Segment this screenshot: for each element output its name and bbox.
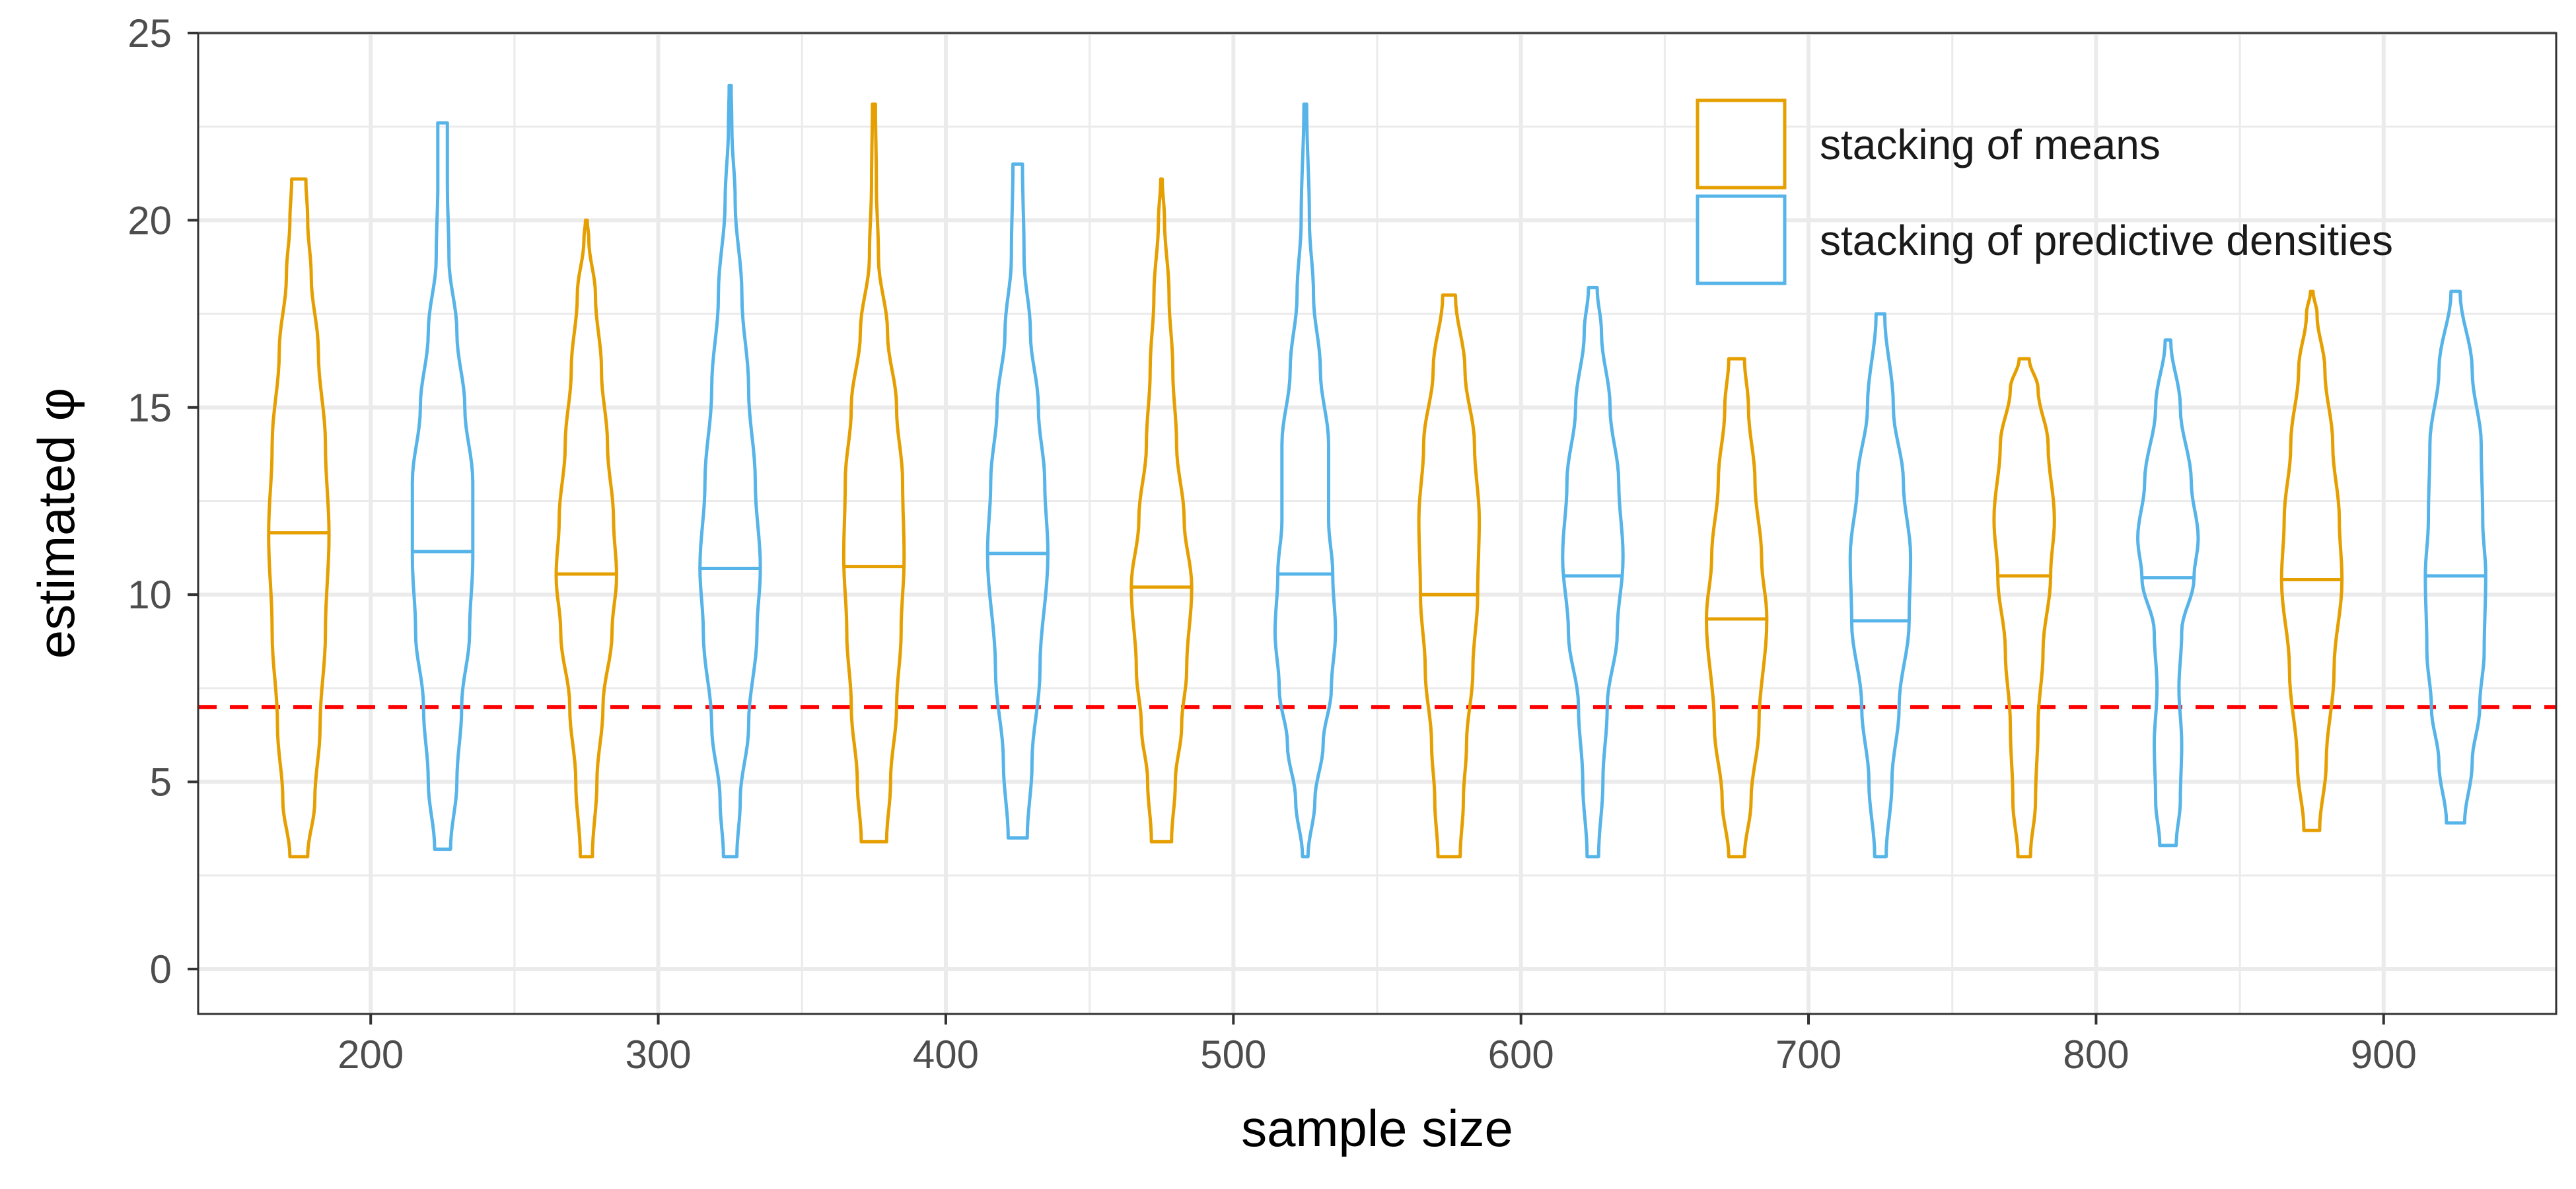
y-tick-label-20: 20 [127,198,172,242]
x-tick-label-700: 700 [1775,1032,1842,1077]
x-tick-label-900: 900 [2351,1032,2417,1077]
violin-means-600 [1417,293,1482,859]
violin-means-500 [1129,177,1194,844]
y-axis-ticks: 0 5 10 15 20 25 [127,11,198,991]
y-tick-label-0: 0 [150,947,172,991]
violin-means-700 [1705,357,1769,859]
violin-means-400 [841,102,906,844]
x-axis-title: sample size [1241,1099,1513,1157]
legend: stacking of means stacking of predictive… [1696,98,2393,285]
x-tick-label-800: 800 [2063,1032,2129,1077]
legend-key-stacking-of-means [1696,98,1787,190]
violin-means-300 [554,218,618,859]
violins-layer [267,83,2487,859]
violin-densities-900 [2423,289,2487,825]
violin-densities-700 [1848,312,1913,859]
y-tick-label-15: 15 [127,386,172,430]
x-tick-label-200: 200 [338,1032,404,1077]
x-tick-label-400: 400 [913,1032,979,1077]
violin-densities-500 [1273,102,1338,859]
violin-means-200 [267,177,331,859]
x-tick-label-600: 600 [1488,1032,1554,1077]
violin-densities-300 [698,83,762,859]
legend-key-stacking-of-predictive-densities [1696,194,1787,285]
x-axis-ticks: 200 300 400 500 600 700 800 900 [338,1014,2417,1077]
y-tick-label-25: 25 [127,11,172,55]
violin-densities-400 [985,162,1050,840]
legend-label-stacking-of-means: stacking of means [1820,121,2161,168]
y-tick-label-10: 10 [127,573,172,617]
violin-means-900 [2279,289,2344,832]
plot-border [197,32,2558,1015]
violin-densities-200 [410,121,475,851]
x-tick-label-500: 500 [1200,1032,1266,1077]
violin-means-800 [1992,357,2056,859]
y-axis-title: estimated φ [27,388,85,659]
legend-label-stacking-of-predictive-densities: stacking of predictive densities [1820,217,2393,264]
y-tick-label-5: 5 [150,760,172,805]
violin-densities-800 [2136,338,2200,847]
minor-gridlines [198,33,2556,1014]
x-tick-label-300: 300 [626,1032,692,1077]
violin-densities-600 [1561,285,1625,859]
